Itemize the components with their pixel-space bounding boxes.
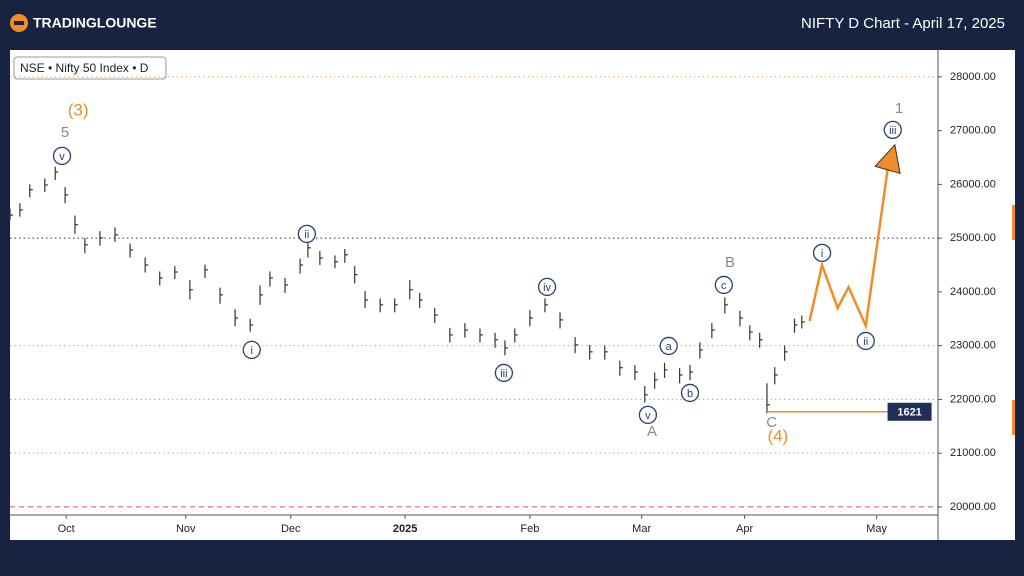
price-label: 1621 bbox=[897, 407, 921, 419]
x-tick-label: Oct bbox=[58, 523, 75, 535]
wave-label: b bbox=[687, 388, 693, 400]
wave-label-circle bbox=[856, 331, 875, 351]
edge-marker bbox=[1012, 400, 1015, 435]
wave-label-circle bbox=[680, 383, 700, 403]
wave-label: v bbox=[645, 410, 651, 422]
logo: TRADINGLOUNGE bbox=[10, 14, 157, 32]
wave-label-circle bbox=[297, 224, 317, 244]
wave-label-circle bbox=[242, 340, 261, 360]
wave-label: ii bbox=[304, 229, 309, 241]
x-tick-label: Dec bbox=[281, 523, 301, 535]
wave-label-circle bbox=[714, 275, 733, 295]
wave-label: (4) bbox=[767, 426, 788, 445]
y-tick-label: 25000.00 bbox=[950, 232, 996, 244]
y-tick-label: 20000.00 bbox=[950, 501, 996, 513]
wave-label: i bbox=[821, 248, 823, 260]
x-tick-label: Mar bbox=[632, 523, 651, 535]
wave-label-circle bbox=[812, 243, 832, 263]
wave-label-circle bbox=[883, 120, 902, 140]
logo-text: TRADINGLOUNGE bbox=[33, 15, 157, 31]
y-tick-label: 22000.00 bbox=[950, 393, 996, 405]
wave-label: 5 bbox=[61, 124, 69, 141]
wave-label-circle bbox=[659, 336, 678, 356]
wave-label: B bbox=[725, 254, 735, 271]
wave-label: ii bbox=[863, 336, 868, 348]
wave-label: a bbox=[666, 341, 673, 353]
legend-box bbox=[13, 56, 167, 80]
chart-title: NIFTY D Chart - April 17, 2025 bbox=[801, 15, 1005, 32]
chart-panel bbox=[10, 50, 1015, 540]
y-tick-label: 21000.00 bbox=[950, 447, 996, 459]
wave-label-circle bbox=[494, 363, 514, 383]
projection-arrowhead bbox=[874, 143, 901, 175]
logo-icon-bar bbox=[14, 21, 24, 25]
wave-label-circle bbox=[52, 146, 72, 166]
wave-label: A bbox=[647, 423, 657, 440]
legend: NSE • Nifty 50 Index • D bbox=[13, 56, 167, 80]
price-bars bbox=[9, 166, 805, 414]
y-tick-label: 28000.00 bbox=[950, 71, 996, 83]
wave-label: 1 bbox=[895, 100, 903, 117]
wave-label: iii bbox=[500, 368, 507, 380]
wave-label: v bbox=[59, 151, 65, 163]
x-tick-label: Apr bbox=[736, 523, 753, 535]
wave-label: i bbox=[251, 345, 253, 357]
x-tick-label: 2025 bbox=[393, 523, 417, 535]
wave-label: c bbox=[721, 280, 727, 292]
y-tick-label: 26000.00 bbox=[950, 178, 996, 190]
x-tick-label: May bbox=[866, 523, 887, 535]
y-tick-label: 24000.00 bbox=[950, 286, 996, 298]
wave-label: iv bbox=[543, 282, 551, 294]
price-label-box bbox=[887, 402, 932, 421]
wave-label: iii bbox=[889, 125, 896, 137]
wave-label-circle bbox=[638, 405, 658, 425]
x-tick-label: Feb bbox=[520, 523, 539, 535]
y-tick-label: 23000.00 bbox=[950, 340, 996, 352]
wave-label-circle bbox=[537, 277, 557, 297]
edge-marker bbox=[1012, 205, 1015, 240]
wave-label: C bbox=[766, 414, 777, 431]
legend-text: NSE • Nifty 50 Index • D bbox=[20, 61, 149, 75]
y-tick-label: 27000.00 bbox=[950, 125, 996, 137]
x-tick-label: Nov bbox=[176, 523, 196, 535]
wave-label: (3) bbox=[68, 100, 89, 119]
